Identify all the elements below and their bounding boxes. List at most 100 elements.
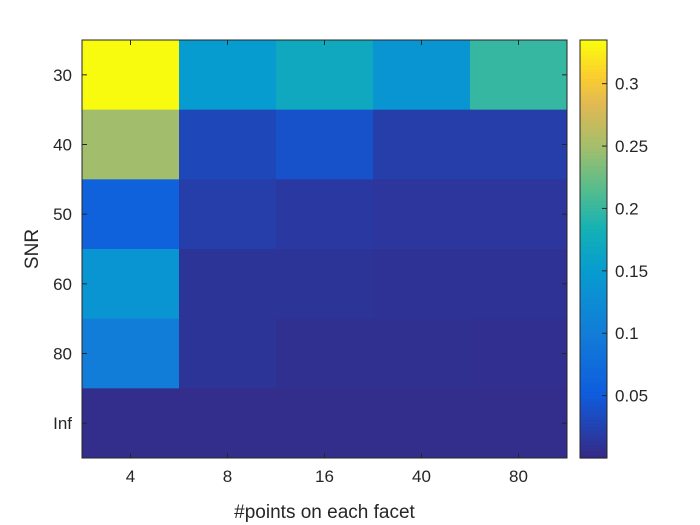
colorbar-strip bbox=[580, 294, 607, 299]
colorbar-strip bbox=[580, 53, 607, 59]
colorbar-strip bbox=[580, 266, 607, 271]
colorbar-strip bbox=[580, 416, 607, 421]
heatmap-cell bbox=[470, 109, 568, 180]
colorbar-tick-label: 0.2 bbox=[615, 199, 639, 218]
heatmap-cell bbox=[82, 318, 180, 389]
colorbar-strip bbox=[580, 78, 607, 83]
colorbar-strip bbox=[580, 402, 607, 407]
colorbar-strip bbox=[580, 346, 607, 351]
colorbar-strip bbox=[580, 329, 607, 334]
colorbar-strip bbox=[580, 350, 607, 355]
colorbar-strip bbox=[580, 245, 607, 250]
colorbar-tick-label: 0.1 bbox=[615, 324, 639, 343]
colorbar-strip bbox=[580, 154, 607, 160]
colorbar-strip bbox=[580, 311, 607, 316]
colorbar-strip bbox=[580, 193, 607, 198]
heatmap-cell bbox=[373, 318, 471, 389]
colorbar-strip bbox=[580, 116, 607, 121]
x-tick-label: 80 bbox=[509, 467, 528, 486]
colorbar-strip bbox=[580, 92, 607, 97]
heatmap-cell bbox=[276, 249, 374, 320]
heatmap-cell bbox=[373, 249, 471, 320]
colorbar-strip bbox=[580, 363, 607, 369]
colorbar-strip bbox=[580, 147, 607, 153]
heatmap-cell bbox=[373, 388, 471, 459]
y-tick-label: 60 bbox=[53, 275, 72, 294]
colorbar-strip bbox=[580, 67, 607, 72]
colorbar-strip bbox=[580, 339, 607, 344]
colorbar-strip bbox=[580, 207, 607, 212]
colorbar-strip bbox=[580, 444, 607, 449]
colorbar-strip bbox=[580, 249, 607, 254]
heatmap-cell bbox=[82, 388, 180, 459]
x-axis-label: #points on each facet bbox=[234, 502, 415, 523]
heatmap-cell bbox=[179, 388, 277, 459]
heatmap-cells bbox=[82, 40, 568, 459]
colorbar-strip bbox=[580, 269, 607, 274]
colorbar-strip bbox=[580, 238, 607, 243]
colorbar-strip bbox=[580, 255, 607, 261]
colorbar-strip bbox=[580, 217, 607, 222]
colorbar-strip bbox=[580, 318, 607, 323]
colorbar-strip bbox=[580, 102, 607, 107]
colorbar-strip bbox=[580, 336, 607, 341]
colorbar-strip bbox=[580, 120, 607, 125]
colorbar-strip bbox=[580, 381, 607, 386]
heatmap-cell bbox=[276, 318, 374, 389]
heatmap-cell bbox=[179, 40, 277, 111]
colorbar-strip bbox=[580, 360, 607, 365]
y-tick-label: 30 bbox=[53, 66, 72, 85]
colorbar-strip bbox=[580, 370, 607, 375]
colorbar-strip bbox=[580, 123, 607, 128]
heatmap-cell bbox=[276, 40, 374, 111]
heatmap-cell bbox=[179, 109, 277, 180]
colorbar-strip bbox=[580, 200, 607, 205]
colorbar-strip bbox=[580, 60, 607, 65]
heatmap-cell bbox=[179, 318, 277, 389]
colorbar-strip bbox=[580, 214, 607, 219]
colorbar-strip bbox=[580, 182, 607, 187]
colorbar-strip bbox=[580, 141, 607, 146]
colorbar-strip bbox=[580, 40, 607, 45]
y-tick-label: 40 bbox=[53, 136, 72, 155]
y-axis-label: SNR bbox=[22, 229, 43, 269]
colorbar-strip bbox=[580, 447, 607, 452]
heatmap-cell bbox=[470, 388, 568, 459]
colorbar-strip bbox=[580, 377, 607, 382]
colorbar-strip bbox=[580, 409, 607, 414]
heatmap-cell bbox=[373, 109, 471, 180]
colorbar-strip bbox=[580, 74, 607, 79]
colorbar-strip bbox=[580, 283, 607, 288]
x-axis-ticks: 4 8 16 40 80 bbox=[126, 40, 528, 486]
colorbar-tick-label: 0.15 bbox=[615, 262, 648, 281]
heatmap-cell bbox=[470, 40, 568, 111]
colorbar-strip bbox=[580, 158, 607, 163]
colorbar-strip bbox=[580, 179, 607, 184]
heatmap-cell bbox=[373, 179, 471, 250]
colorbar-strip bbox=[580, 353, 607, 358]
colorbar-strip bbox=[580, 113, 607, 118]
y-tick-label: 50 bbox=[53, 205, 72, 224]
heatmap-cell bbox=[470, 249, 568, 320]
heatmap-cell bbox=[276, 388, 374, 459]
colorbar-strip bbox=[580, 332, 607, 337]
colorbar-strip bbox=[580, 210, 607, 215]
colorbar-strip bbox=[580, 57, 607, 62]
colorbar-strip bbox=[580, 391, 607, 396]
colorbar-strip bbox=[580, 196, 607, 201]
colorbar-strip bbox=[580, 276, 607, 281]
heatmap-cell bbox=[470, 179, 568, 250]
colorbar-tick-label: 0.25 bbox=[615, 137, 648, 156]
colorbar-strip bbox=[580, 235, 607, 240]
x-tick-label: 16 bbox=[315, 467, 334, 486]
colorbar-strip bbox=[580, 172, 607, 177]
colorbar-strip bbox=[580, 231, 607, 236]
colorbar-strip bbox=[580, 228, 607, 233]
heatmap-cell bbox=[82, 40, 180, 111]
colorbar-frame bbox=[579, 39, 608, 459]
colorbar-strip bbox=[580, 95, 607, 100]
colorbar-strip bbox=[580, 412, 607, 417]
colorbar-strip bbox=[580, 419, 607, 424]
colorbar-strip bbox=[580, 405, 607, 410]
colorbar-strip bbox=[580, 175, 607, 180]
